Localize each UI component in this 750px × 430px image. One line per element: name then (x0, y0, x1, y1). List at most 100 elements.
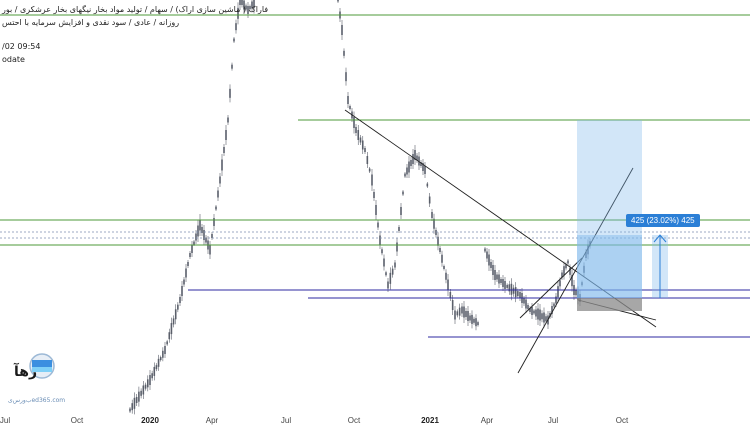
candle-body (571, 275, 573, 287)
chart-settings-line: روزانه / عادی / سود نقدی و افزایش سرمایه… (2, 18, 180, 27)
candle-body (451, 300, 454, 310)
candle-body (445, 272, 447, 280)
x-tick-label: Oct (71, 416, 84, 425)
candle-body (437, 236, 439, 246)
candle-body (359, 137, 362, 143)
candle-body (199, 219, 201, 231)
candle-body (535, 309, 537, 317)
candle-body (490, 262, 492, 268)
candle-body (508, 284, 511, 292)
candle-body (587, 244, 589, 255)
candle-body (517, 291, 519, 297)
candle-body (488, 254, 490, 266)
candle-body (431, 212, 433, 218)
candle-body (131, 403, 134, 411)
candle-body (537, 308, 539, 320)
candle-body (197, 225, 199, 237)
candle-body (149, 375, 151, 385)
candle-body (366, 156, 369, 164)
candle-body (473, 318, 475, 323)
measure-arrowhead (653, 234, 667, 243)
candle-body (133, 397, 136, 409)
candle-body (527, 305, 529, 309)
candle-body (551, 306, 553, 314)
candle-body (543, 312, 545, 323)
candle-body (471, 314, 473, 324)
candle-body (585, 252, 587, 258)
candle-body (191, 245, 193, 253)
candle-body (385, 272, 387, 276)
candle-body (477, 322, 479, 326)
candle-body (337, 0, 339, 2)
timestamp: /02 09:54 (2, 42, 41, 51)
candle-body (567, 260, 569, 264)
candle-body (227, 117, 229, 123)
candle-body (253, 0, 255, 8)
candle-body (589, 241, 591, 247)
candle-body (231, 64, 233, 69)
candle-body (203, 230, 205, 240)
logo-icon (29, 353, 55, 379)
candle-body (373, 192, 375, 198)
candle-body (166, 341, 168, 345)
candle-body (441, 254, 443, 263)
candle-body (353, 117, 355, 128)
candle-body (223, 147, 225, 153)
candle-body (237, 7, 239, 19)
candle-body (391, 268, 394, 275)
candle-body (394, 262, 396, 268)
candle-body (379, 235, 381, 245)
candle-body (410, 160, 412, 166)
candle-body (239, 0, 241, 5)
x-tick-label: 2021 (421, 416, 439, 425)
candle-body (502, 279, 504, 287)
candlestick-series (129, 0, 591, 415)
target-zone-inner (577, 235, 642, 298)
candle-body (541, 313, 543, 320)
candle-body (135, 397, 138, 403)
candle-body (355, 127, 357, 133)
candle-body (153, 366, 156, 376)
candle-body (349, 106, 351, 109)
candle-body (233, 38, 235, 42)
candle-body (241, 0, 243, 5)
candle-body (142, 385, 145, 395)
candle-body (469, 315, 471, 321)
candle-body (557, 286, 559, 298)
candle-body (514, 287, 517, 298)
candle-body (504, 281, 506, 289)
candle-body (577, 290, 579, 300)
candle-body (368, 168, 371, 172)
trend-line (517, 167, 634, 374)
position-zones (577, 120, 668, 311)
candle-body (422, 163, 424, 171)
candle-body (361, 140, 364, 150)
candle-body (465, 311, 467, 317)
candle-body (529, 308, 531, 312)
candle-body (525, 299, 527, 309)
candle-body (140, 390, 142, 396)
candle-body (243, 0, 245, 10)
candle-body (341, 25, 343, 35)
candle-body (364, 148, 366, 152)
candle-body (155, 365, 158, 370)
candle-body (396, 242, 398, 252)
candle-body (225, 130, 227, 140)
candle-body (172, 318, 175, 325)
candle-body (433, 218, 435, 229)
candle-body (217, 190, 219, 198)
candle-body (553, 303, 555, 307)
x-tick-label: Jul (281, 416, 291, 425)
candle-body (565, 264, 567, 269)
candle-body (575, 290, 577, 296)
candle-body (416, 155, 418, 161)
candle-body (461, 306, 463, 314)
candle-body (458, 307, 461, 316)
candle-body (181, 286, 183, 296)
candle-body (463, 306, 465, 318)
candle-body (146, 379, 149, 388)
candle-body (581, 282, 583, 286)
candle-body (492, 265, 494, 275)
symbol-description: فاراک ( ماشین سازی اراک) / سهام / تولید … (2, 5, 269, 14)
